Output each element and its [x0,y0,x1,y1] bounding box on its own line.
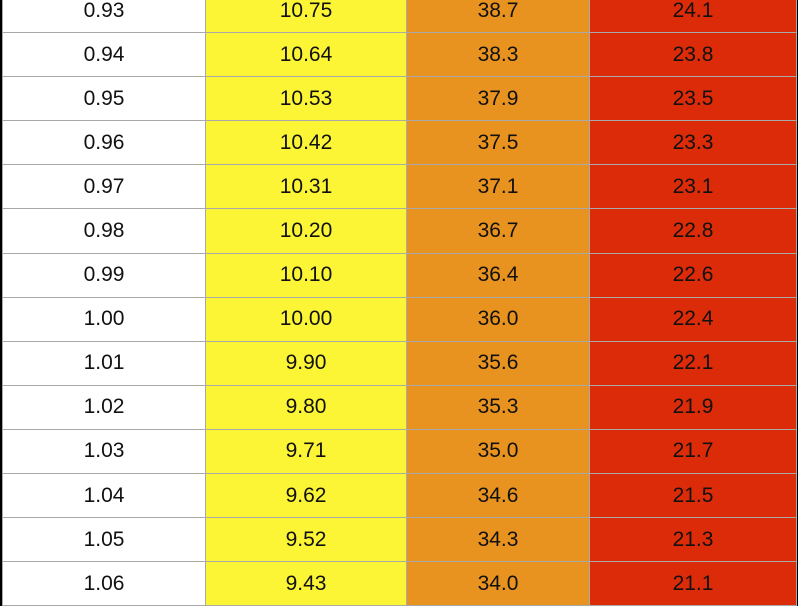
table-cell[interactable]: 21.3 [589,517,797,563]
table-cell[interactable]: 21.5 [589,473,797,519]
table-cell[interactable]: 36.4 [406,252,590,298]
table-cell[interactable]: 22.6 [589,252,797,298]
table-cell[interactable]: 35.6 [406,340,590,386]
table-cell[interactable]: 22.1 [589,340,797,386]
table-cell[interactable]: 10.64 [205,32,407,78]
table-cell[interactable]: 9.52 [205,517,407,563]
table-cell[interactable]: 34.6 [406,473,590,519]
table-cell[interactable]: 1.02 [2,384,206,430]
table-cell[interactable]: 22.8 [589,208,797,254]
table-cell[interactable]: 10.42 [205,120,407,166]
table-cell[interactable]: 9.62 [205,473,407,519]
table-cell[interactable]: 9.71 [205,428,407,475]
table-row: 1.04 9.62 34.6 21.5 [2,473,797,519]
table-cell[interactable]: 36.7 [406,208,590,254]
table-cell[interactable]: 1.04 [2,473,206,519]
table-row: 0.99 10.10 36.4 22.6 [2,252,797,298]
table-cell[interactable]: 1.05 [2,517,206,563]
table-cell[interactable]: 38.7 [406,0,590,34]
table-cell[interactable]: 38.3 [406,32,590,78]
table-row: 0.95 10.53 37.9 23.5 [2,76,797,122]
table-cell[interactable]: 35.0 [406,428,590,475]
table-cell[interactable]: 23.1 [589,164,797,210]
table-cell[interactable]: 21.1 [589,561,797,606]
table-cell[interactable]: 23.5 [589,76,797,122]
table-cell[interactable]: 0.94 [2,32,206,78]
table-row: 1.05 9.52 34.3 21.3 [2,517,797,563]
table-cell[interactable]: 37.5 [406,120,590,166]
table-cell[interactable]: 1.00 [2,296,206,342]
table-cell[interactable]: 23.3 [589,120,797,166]
table-cell[interactable]: 10.00 [205,296,407,342]
table-cell[interactable]: 21.7 [589,428,797,475]
table-cell[interactable]: 1.06 [2,561,206,606]
table-row: 0.93 10.75 38.7 24.1 [2,0,797,34]
table-cell[interactable]: 35.3 [406,384,590,430]
table-row: 1.01 9.90 35.6 22.1 [2,340,797,386]
table-cell[interactable]: 0.96 [2,120,206,166]
table-cell[interactable]: 10.10 [205,252,407,298]
table-cell[interactable]: 36.0 [406,296,590,342]
table-cell[interactable]: 9.80 [205,384,407,430]
table-cell[interactable]: 0.97 [2,164,206,210]
table-row: 1.00 10.00 36.0 22.4 [2,296,797,342]
table-cell[interactable]: 10.53 [205,76,407,122]
table-cell[interactable]: 10.20 [205,208,407,254]
table-cell[interactable]: 22.4 [589,296,797,342]
table-row: 0.97 10.31 37.1 23.1 [2,164,797,210]
table-cell[interactable]: 37.1 [406,164,590,210]
table-cell[interactable]: 34.0 [406,561,590,606]
table-cell[interactable]: 10.31 [205,164,407,210]
table-cell[interactable]: 0.95 [2,76,206,122]
table-cell[interactable]: 9.90 [205,340,407,386]
table-row: 0.94 10.64 38.3 23.8 [2,32,797,78]
table-row: 0.96 10.42 37.5 23.3 [2,120,797,166]
table-cell[interactable]: 24.1 [589,0,797,34]
table-row: 1.02 9.80 35.3 21.9 [2,384,797,430]
table-cell[interactable]: 23.8 [589,32,797,78]
table-cell[interactable]: 1.03 [2,428,206,475]
table-cell[interactable]: 0.98 [2,208,206,254]
table-cell[interactable]: 0.93 [2,0,206,34]
table-row: 1.06 9.43 34.0 21.1 [2,561,797,606]
table-row: 0.98 10.20 36.7 22.8 [2,208,797,254]
table-row: 1.03 9.71 35.0 21.7 [2,428,797,475]
table-cell[interactable]: 0.99 [2,252,206,298]
table-cell[interactable]: 9.43 [205,561,407,606]
table-cell[interactable]: 1.01 [2,340,206,386]
table-cell[interactable]: 37.9 [406,76,590,122]
table-cell[interactable]: 10.75 [205,0,407,34]
table-cell[interactable]: 21.9 [589,384,797,430]
table-cell[interactable]: 34.3 [406,517,590,563]
